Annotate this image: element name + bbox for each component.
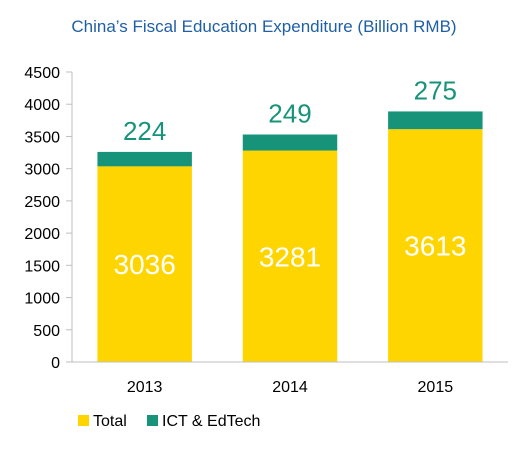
y-tick-label: 2000 bbox=[24, 226, 60, 243]
data-label-ict-2015: 275 bbox=[414, 75, 457, 105]
legend: Total ICT & EdTech bbox=[78, 413, 260, 430]
y-tick-label: 500 bbox=[33, 323, 60, 340]
bar-ict-2014 bbox=[242, 134, 338, 151]
bar-total-2015 bbox=[388, 129, 483, 362]
bar-ict-2013 bbox=[97, 151, 192, 167]
x-tick-label-2015: 2015 bbox=[418, 379, 454, 396]
legend-swatch-0 bbox=[78, 415, 89, 426]
data-label-total-2013: 3036 bbox=[114, 249, 176, 280]
y-tick-label: 1500 bbox=[24, 258, 60, 275]
y-tick-label: 1000 bbox=[24, 291, 60, 308]
chart-title: China’s Fiscal Education Expenditure (Bi… bbox=[71, 17, 456, 36]
bar-ict-2015 bbox=[388, 111, 483, 130]
bar-total-2014 bbox=[242, 150, 338, 362]
data-label-ict-2013: 224 bbox=[123, 116, 166, 146]
y-axis: 0 500 1000 1500 2000 2500 3000 3500 4000 4500 bbox=[24, 65, 73, 372]
y-tick-label: 4500 bbox=[24, 65, 60, 82]
legend-swatch-1 bbox=[147, 415, 158, 426]
y-tick-label: 4000 bbox=[24, 97, 60, 114]
y-tick-label: 2500 bbox=[24, 194, 60, 211]
data-label-ict-2014: 249 bbox=[268, 99, 311, 129]
x-tick-label-2014: 2014 bbox=[272, 379, 308, 396]
bars: 3036 224 3281 249 3613 275 bbox=[97, 75, 483, 362]
y-tick-label: 3500 bbox=[24, 129, 60, 146]
bar-total-2013 bbox=[97, 166, 192, 362]
x-axis: 2013 2014 2015 bbox=[72, 361, 508, 396]
legend-label-1: ICT & EdTech bbox=[162, 413, 260, 430]
data-label-total-2015: 3613 bbox=[404, 231, 466, 262]
legend-label-0: Total bbox=[93, 413, 127, 430]
data-label-total-2014: 3281 bbox=[259, 241, 321, 272]
y-tick-label: 3000 bbox=[24, 162, 60, 179]
x-tick-label-2013: 2013 bbox=[127, 379, 163, 396]
y-tick-label: 0 bbox=[51, 355, 60, 372]
